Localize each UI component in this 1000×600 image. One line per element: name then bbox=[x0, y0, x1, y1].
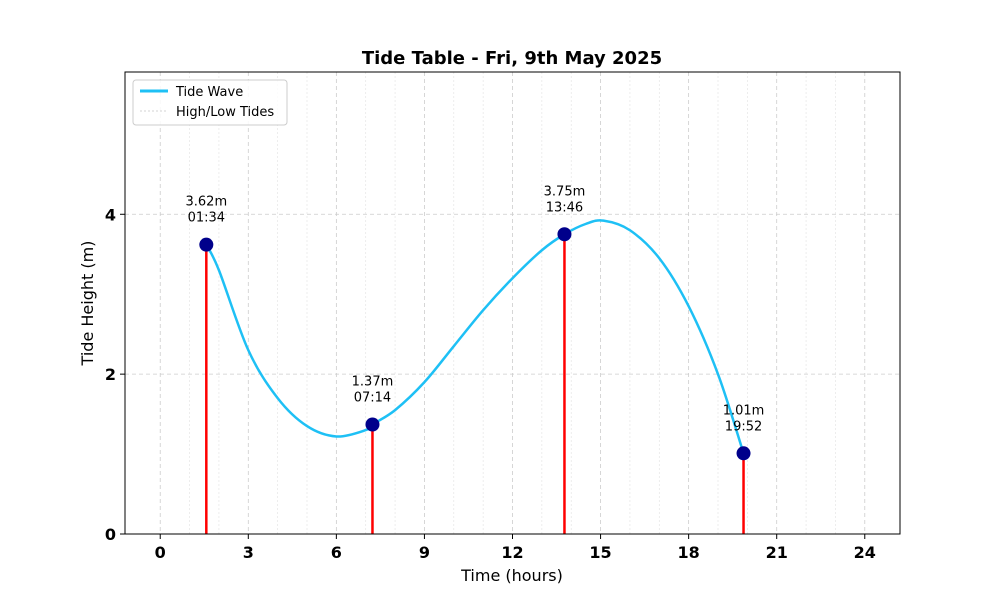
x-tick-label: 12 bbox=[501, 543, 523, 562]
x-tick-label: 18 bbox=[678, 543, 700, 562]
x-tick-label: 3 bbox=[243, 543, 254, 562]
x-tick-label: 9 bbox=[419, 543, 430, 562]
tide-marker bbox=[557, 227, 572, 242]
y-tick-label: 2 bbox=[105, 365, 116, 384]
legend-high-low-label: High/Low Tides bbox=[176, 105, 274, 120]
legend: Tide Wave High/Low Tides bbox=[132, 79, 288, 126]
tide-height-label: 3.62m bbox=[186, 195, 228, 210]
tide-marker bbox=[199, 237, 214, 252]
y-axis-label: Tide Height (m) bbox=[78, 241, 97, 367]
chart-title: Tide Table - Fri, 9th May 2025 bbox=[362, 48, 662, 69]
tide-wave-layer bbox=[205, 219, 745, 455]
tide-height-label: 1.37m bbox=[352, 374, 394, 389]
legend-box bbox=[132, 79, 288, 126]
tide-wave-line bbox=[205, 219, 745, 455]
tide-height-label: 3.75m bbox=[544, 184, 586, 199]
x-tick-label: 15 bbox=[589, 543, 611, 562]
tide-marker bbox=[736, 446, 751, 461]
tide-time-label: 19:52 bbox=[725, 419, 762, 434]
legend-tide-wave-label: Tide Wave bbox=[175, 85, 243, 100]
tide-markers bbox=[199, 227, 751, 461]
tide-stems bbox=[205, 234, 745, 534]
x-tick-label: 24 bbox=[854, 543, 876, 562]
tide-time-label: 07:14 bbox=[354, 390, 391, 405]
tide-time-label: 01:34 bbox=[188, 211, 225, 226]
x-tick-label: 0 bbox=[155, 543, 166, 562]
y-tick-label: 0 bbox=[105, 525, 116, 544]
tide-time-label: 13:46 bbox=[546, 200, 583, 215]
x-tick-label: 21 bbox=[766, 543, 788, 562]
x-tick-label: 6 bbox=[331, 543, 342, 562]
y-tick-label: 4 bbox=[105, 205, 116, 224]
tide-marker bbox=[365, 417, 380, 432]
grid-layer bbox=[125, 72, 900, 535]
x-axis-label: Time (hours) bbox=[460, 566, 563, 585]
tide-height-label: 1.01m bbox=[723, 403, 765, 418]
